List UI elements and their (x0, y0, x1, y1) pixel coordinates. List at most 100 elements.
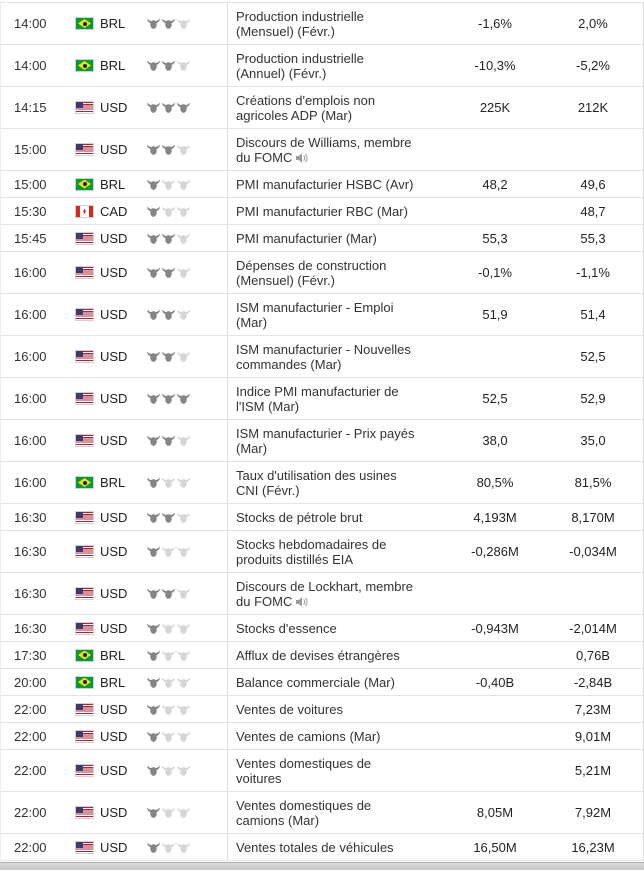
table-row[interactable]: 22:00 USD Ventes totales de véhicules 16… (1, 834, 643, 861)
event-name[interactable]: Production industrielle (Mensuel) (Févr.… (227, 3, 447, 44)
event-name[interactable]: ISM manufacturier - Emploi (Mar) (227, 294, 447, 335)
importance-bull-icon (147, 233, 160, 244)
event-name[interactable]: Ventes de camions (Mar) (227, 723, 447, 749)
previous-value: -1,1% (576, 265, 610, 280)
event-name[interactable]: Ventes de voitures (227, 696, 447, 722)
country-flag-icon (76, 435, 93, 446)
table-row[interactable]: 16:30 USD Stocks d'essence -0,943M -2,01… (1, 615, 643, 642)
importance-bull-icon (147, 102, 160, 113)
currency-code: BRL (100, 475, 126, 490)
event-text: ISM manufacturier - Emploi (Mar) (236, 300, 394, 330)
event-text: Stocks d'essence (236, 621, 337, 636)
event-name[interactable]: Créations d'emplois non agricoles ADP (M… (227, 87, 447, 128)
table-row[interactable]: 22:00 USD Ventes domestiques de voitures… (1, 750, 643, 792)
event-name[interactable]: Stocks de pétrole brut (227, 504, 447, 530)
actual-value: 55,3 (482, 230, 508, 246)
table-row[interactable]: 15:00 USD Discours de Williams, membre d… (1, 129, 643, 171)
event-name[interactable]: PMI manufacturier (Mar) (227, 225, 447, 251)
previous-value: 9,01M (574, 728, 612, 744)
event-text: Créations d'emplois non agricoles ADP (M… (236, 93, 376, 123)
table-row[interactable]: 16:00 USD Dépenses de construction (Mens… (1, 252, 643, 294)
currency-code: USD (100, 142, 128, 157)
table-row[interactable]: 16:00 USD Indice PMI manufacturier de l'… (1, 378, 643, 420)
event-name[interactable]: Discours de Williams, membre du FOMC (227, 129, 447, 170)
table-row[interactable]: 16:00 USD ISM manufacturier - Prix payés… (1, 420, 643, 462)
importance-bull-icon (162, 351, 175, 362)
country-flag-icon (76, 622, 93, 634)
event-name[interactable]: Stocks d'essence (227, 615, 447, 641)
importance-bull-icon (147, 807, 160, 818)
table-row[interactable]: 15:30 CAD PMI manufacturier RBC (Mar) 48… (1, 198, 643, 225)
importance-bull-icon (162, 731, 175, 742)
table-row[interactable]: 16:30 USD Stocks de pétrole brut 4,193M … (1, 504, 643, 531)
currency-code: USD (100, 509, 128, 525)
table-row[interactable]: 16:30 USD Stocks hebdomadaires de produi… (1, 531, 643, 573)
table-row[interactable]: 20:00 BRL Balance commerciale (Mar) -0,4… (1, 669, 643, 696)
importance-bull-icon (162, 477, 175, 488)
currency-cell: USD (63, 349, 145, 364)
event-name[interactable]: Afflux de devises étrangères (227, 642, 447, 668)
importance-bull-icon (177, 704, 190, 715)
horizontal-scrollbar[interactable] (0, 862, 644, 870)
previous-value: 51,4 (580, 307, 606, 322)
event-time: 15:30 (14, 203, 47, 219)
actual-value: 4,193M (473, 509, 517, 525)
currency-code: BRL (100, 16, 126, 31)
table-row[interactable]: 22:00 USD Ventes de camions (Mar) 9,01M (1, 723, 643, 750)
event-name[interactable]: Dépenses de construction (Mensuel) (Févr… (227, 252, 447, 293)
event-name[interactable]: Ventes domestiques de camions (Mar) (227, 792, 447, 833)
event-name[interactable]: PMI manufacturier RBC (Mar) (227, 198, 447, 224)
event-name[interactable]: Balance commerciale (Mar) (227, 669, 447, 695)
currency-code: USD (100, 349, 128, 364)
event-name[interactable]: Ventes totales de véhicules (227, 834, 447, 860)
table-row[interactable]: 15:00 BRL PMI manufacturier HSBC (Avr) 4… (1, 171, 643, 198)
table-row[interactable]: 14:15 USD Créations d'emplois non agrico… (1, 87, 643, 129)
event-name[interactable]: Discours de Lockhart, membre du FOMC (227, 573, 447, 614)
event-time: 16:30 (14, 509, 47, 525)
event-name[interactable]: Indice PMI manufacturier de l'ISM (Mar) (227, 378, 447, 419)
country-flag-icon (76, 807, 93, 818)
table-row[interactable]: 16:30 USD Discours de Lockhart, membre d… (1, 573, 643, 615)
importance-bull-icon (147, 60, 160, 71)
importance-bulls (145, 588, 227, 599)
event-text: Afflux de devises étrangères (236, 648, 400, 663)
currency-cell: USD (63, 100, 145, 115)
importance-bull-icon (162, 18, 175, 29)
table-row[interactable]: 16:00 USD ISM manufacturier - Emploi (Ma… (1, 294, 643, 336)
importance-bull-icon (177, 102, 190, 113)
table-row[interactable]: 15:45 USD PMI manufacturier (Mar) 55,3 5… (1, 225, 643, 252)
event-name[interactable]: ISM manufacturier - Nouvelles commandes … (227, 336, 447, 377)
previous-value: 8,170M (571, 509, 615, 525)
event-name[interactable]: ISM manufacturier - Prix payés (Mar) (227, 420, 447, 461)
currency-code: USD (100, 620, 128, 636)
importance-bull-icon (177, 351, 190, 362)
table-row[interactable]: 22:00 USD Ventes de voitures 7,23M (1, 696, 643, 723)
table-row[interactable]: 16:00 USD ISM manufacturier - Nouvelles … (1, 336, 643, 378)
importance-bull-icon (162, 765, 175, 776)
event-name[interactable]: Stocks hebdomadaires de produits distill… (227, 531, 447, 572)
importance-bull-icon (162, 309, 175, 320)
table-row[interactable]: 14:00 BRL Production industrielle (Mensu… (1, 3, 643, 45)
table-row[interactable]: 14:00 BRL Production industrielle (Annue… (1, 45, 643, 87)
importance-bulls (145, 842, 227, 853)
event-time: 22:00 (14, 728, 47, 744)
event-name[interactable]: Ventes domestiques de voitures (227, 750, 447, 791)
event-name[interactable]: PMI manufacturier HSBC (Avr) (227, 171, 447, 197)
importance-bulls (145, 650, 227, 661)
importance-bull-icon (147, 588, 160, 599)
table-row[interactable]: 16:00 BRL Taux d'utilisation des usines … (1, 462, 643, 504)
currency-cell: USD (63, 307, 145, 322)
event-name[interactable]: Production industrielle (Annuel) (Févr.) (227, 45, 447, 86)
importance-bull-icon (147, 18, 160, 29)
importance-bull-icon (177, 233, 190, 244)
event-time: 22:00 (14, 805, 47, 820)
table-row[interactable]: 22:00 USD Ventes domestiques de camions … (1, 792, 643, 834)
event-text: Dépenses de construction (Mensuel) (Févr… (236, 258, 387, 288)
event-name[interactable]: Taux d'utilisation des usines CNI (Févr.… (227, 462, 447, 503)
currency-code: BRL (100, 647, 126, 663)
currency-code: USD (100, 265, 128, 280)
event-time: 15:00 (14, 142, 47, 157)
table-row[interactable]: 17:30 BRL Afflux de devises étrangères 0… (1, 642, 643, 669)
importance-bull-icon (147, 477, 160, 488)
importance-bull-icon (177, 512, 190, 523)
